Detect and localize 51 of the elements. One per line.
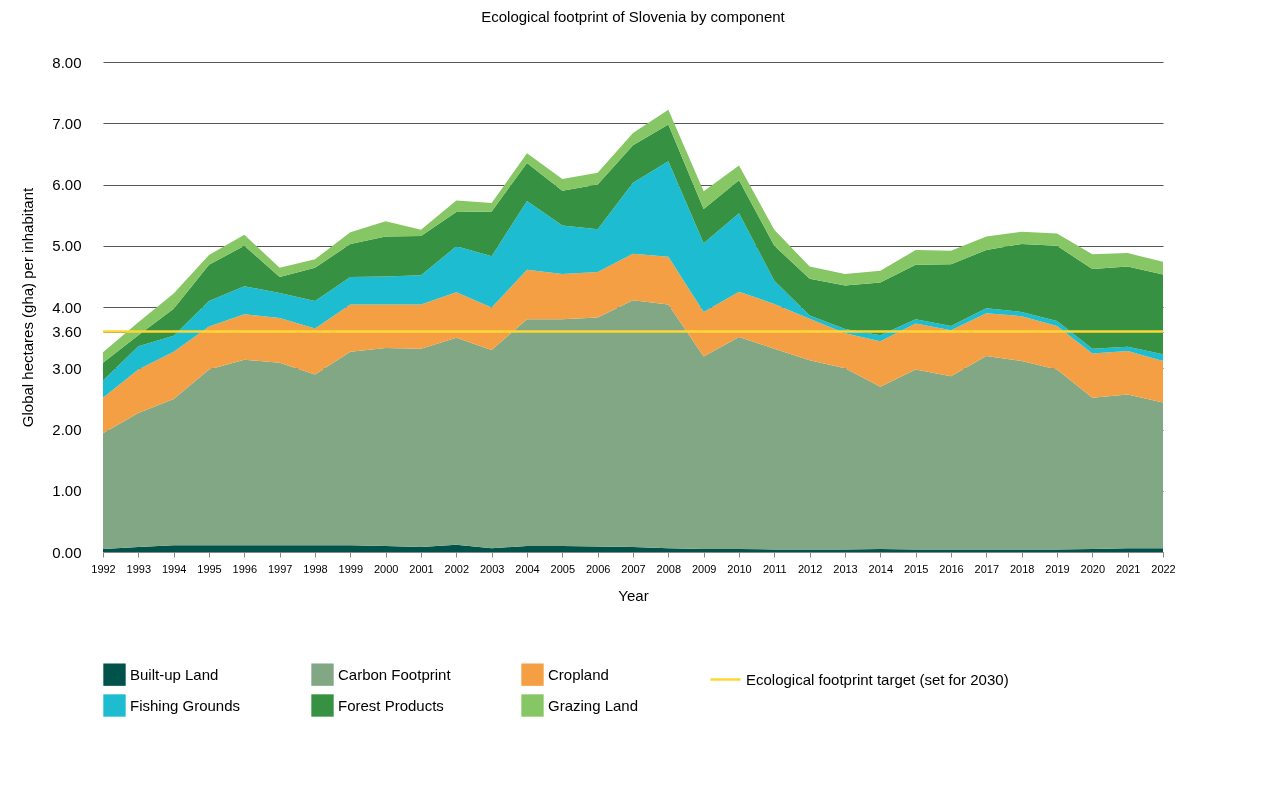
y-tick-label: 3.00 [52, 359, 82, 377]
x-tick-label: 2009 [691, 562, 717, 575]
x-tick-label: 1998 [303, 562, 328, 575]
x-tick-label: 2018 [1009, 562, 1035, 575]
x-tick-label: 1997 [267, 562, 293, 575]
legend-label: Built-up Land [130, 665, 219, 683]
legend-label: Fishing Grounds [130, 696, 241, 714]
x-tick-label: 2020 [1080, 562, 1106, 575]
x-tick-label: 2010 [727, 562, 752, 575]
x-tick-label: 2021 [1115, 562, 1141, 575]
legend-label: Cropland [548, 665, 609, 683]
x-tick-label: 2004 [515, 562, 540, 575]
x-tick-label: 2022 [1151, 562, 1176, 575]
x-tick-label: 2002 [444, 562, 470, 575]
x-tick-label: 1996 [232, 562, 258, 575]
x-tick-label: 2017 [974, 562, 1000, 575]
x-tick-label: 1995 [197, 562, 222, 575]
x-tick-label: 2008 [656, 562, 682, 575]
y-tick-label: 0.00 [52, 543, 82, 561]
legend-label: Grazing Land [548, 696, 639, 714]
x-tick-label: 2012 [797, 562, 823, 575]
x-tick-label: 2013 [833, 562, 858, 575]
x-tick-label: 2015 [903, 562, 929, 575]
x-tick-label: 1993 [126, 562, 152, 575]
x-tick-label: 2007 [621, 562, 646, 575]
legend-label: Ecological footprint target (set for 2030) [746, 670, 1009, 688]
x-tick-label: 2014 [868, 562, 894, 575]
y-tick-label: 3.60 [52, 323, 82, 340]
y-tick-label: 4.00 [52, 298, 82, 316]
y-tick-label: 5.00 [52, 237, 82, 255]
x-tick-label: 1999 [338, 562, 364, 575]
y-tick-label: 1.00 [52, 482, 82, 500]
x-tick-label: 2006 [585, 562, 611, 575]
x-tick-label: 2011 [763, 562, 787, 575]
legend-label: Forest Products [338, 696, 444, 714]
legend-label: Carbon Footprint [338, 665, 452, 683]
x-tick-label: 1992 [91, 562, 116, 575]
x-tick-label: 1994 [161, 562, 187, 575]
y-axis-title: Global hectares (gha) per inhabitant [19, 187, 37, 428]
x-tick-label: 2003 [479, 562, 505, 575]
y-tick-label: 6.00 [52, 176, 82, 193]
x-tick-label: 2001 [409, 562, 434, 575]
chart-title: Ecological footprint of Slovenia by component [481, 8, 786, 25]
y-tick-label: 8.00 [52, 53, 82, 71]
x-tick-label: 2005 [550, 562, 576, 575]
y-tick-label: 7.00 [52, 114, 82, 132]
x-tick-label: 2000 [373, 562, 399, 575]
x-tick-label: 2019 [1045, 562, 1070, 575]
x-axis-title: Year [618, 586, 649, 604]
x-tick-label: 2016 [939, 562, 964, 575]
y-tick-label: 2.00 [52, 421, 82, 438]
